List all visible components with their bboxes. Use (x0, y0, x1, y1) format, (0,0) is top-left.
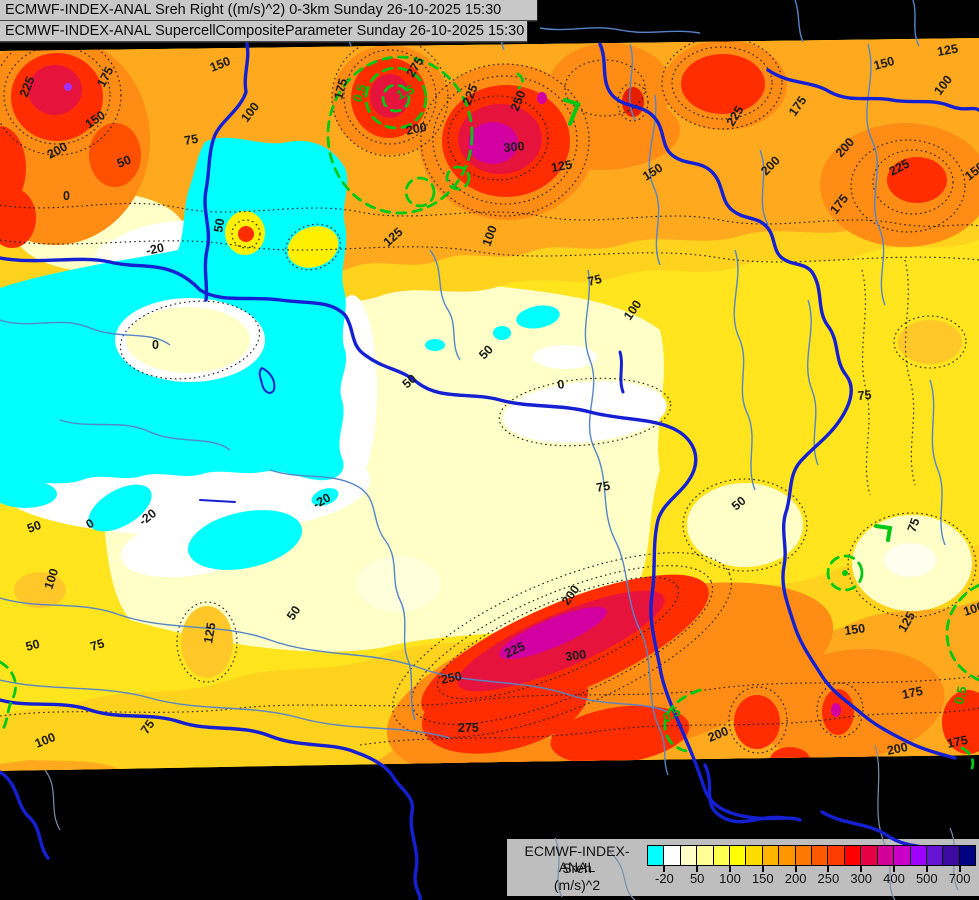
legend-tick (761, 866, 764, 872)
sreh-contour-label: 125 (936, 42, 959, 59)
legend-tick (925, 866, 928, 872)
legend-tick-label: 150 (751, 871, 774, 886)
sreh-contour-label: 0 (152, 338, 159, 352)
legend-tick-label: 50 (689, 871, 705, 886)
legend-tick-label: 300 (850, 871, 873, 886)
legend-tick (893, 866, 895, 872)
sreh-contour-label: 175 (946, 733, 969, 751)
sreh-contour-label: 250 (440, 669, 463, 687)
sreh-contour-label: 50 (284, 603, 303, 622)
legend-colorbar (647, 845, 977, 866)
sreh-contour-label: 0 (63, 189, 70, 203)
sreh-contour-label: 75 (905, 516, 923, 534)
sreh-contour-label: 100 (42, 567, 62, 591)
legend-color-cell (925, 845, 944, 866)
legend-tick-label: 200 (784, 871, 807, 886)
legend-color-cell (860, 845, 878, 866)
title-bar-sreh: ECMWF-INDEX-ANAL Sreh Right ((m/s)^2) 0-… (0, 0, 537, 21)
scp-contour-label: 0.5 (951, 685, 969, 706)
sreh-contour-label: 200 (405, 120, 428, 138)
legend-color-cell (958, 845, 977, 866)
sreh-contour-label: 75 (183, 132, 199, 148)
sreh-contour-label: 50 (25, 518, 43, 536)
legend-tick (794, 866, 797, 872)
dotted-contours (0, 38, 979, 754)
rivers-layer (0, 0, 959, 900)
legend-color-cell (827, 845, 845, 866)
legend-tick-label: 500 (915, 871, 938, 886)
legend-tick-label: 250 (817, 871, 840, 886)
legend-units: (m/s)^2 (553, 877, 601, 893)
sreh-contour-label: 100 (962, 599, 979, 619)
sreh-contour-label: 200 (886, 740, 909, 758)
legend-color-cell (909, 845, 927, 866)
sreh-contour-label: 150 (843, 621, 866, 638)
sreh-contour-label: 175 (331, 77, 350, 101)
sreh-contour-label: 275 (458, 721, 479, 735)
title-bar-supercell: ECMWF-INDEX-ANAL SupercellCompositeParam… (0, 21, 527, 42)
legend-color-cell (647, 845, 665, 866)
sreh-contour-label: 75 (595, 479, 611, 495)
legend-tick-label: 700 (948, 871, 971, 886)
legend-tick-label: 400 (883, 871, 905, 886)
sreh-contour-label: -20 (145, 240, 166, 257)
scp-contour-label: 1.5 (394, 81, 417, 102)
sreh-contour-label: 150 (872, 54, 896, 73)
legend-color-cell (893, 845, 911, 866)
legend-color-cell (679, 845, 698, 866)
legend-tick (663, 866, 666, 872)
legend-tick (729, 866, 731, 872)
legend-tick (958, 866, 961, 872)
legend-tick-label: 100 (719, 871, 741, 886)
legend-color-cell (942, 845, 960, 866)
legend-parameter: Sreh (562, 860, 592, 876)
legend-color-cell (663, 845, 681, 866)
sreh-contour-label: 75 (586, 272, 603, 289)
sreh-contour-label: 50 (211, 217, 227, 233)
sreh-contour-label: 75 (857, 388, 872, 403)
legend-tick (827, 866, 830, 872)
legend-color-cell (811, 845, 829, 866)
sreh-filled-field (0, 38, 979, 771)
legend-source: ECMWF-INDEX-ANAL (524, 843, 630, 875)
scp-contour-label: 0.5 (350, 82, 370, 104)
legend-tick (860, 866, 863, 872)
legend-color-cell (745, 845, 763, 866)
sreh-contour-label: 50 (24, 637, 41, 654)
legend-tick-label: -20 (654, 871, 674, 886)
sreh-contour-label: 300 (564, 647, 587, 664)
legend-color-cell (696, 845, 714, 866)
legend-color-cell (843, 845, 862, 866)
sreh-contour-label: 175 (901, 684, 924, 702)
legend-color-cell (794, 845, 813, 866)
legend-tick (696, 866, 699, 872)
legend-color-cell (876, 845, 895, 866)
borders-layer (0, 42, 979, 900)
sreh-contour-label: 75 (138, 717, 157, 736)
sreh-contour-label: 100 (480, 224, 500, 248)
scp-contours-layer (0, 55, 979, 770)
sreh-contour-label: 125 (550, 158, 573, 175)
legend-color-cell (712, 845, 731, 866)
sreh-contour-label: 50 (115, 153, 133, 171)
legend-color-cell (729, 845, 747, 866)
sreh-contour-label: 300 (503, 139, 525, 155)
sreh-contour-label: 75 (89, 636, 107, 654)
legend-color-cell (778, 845, 796, 866)
legend-color-cell (761, 845, 780, 866)
sreh-contour-label: 125 (201, 622, 218, 645)
scp-contour-labels: 0.5 1.50.50.5 (350, 81, 970, 725)
sreh-contour-label: 0 (556, 377, 565, 392)
